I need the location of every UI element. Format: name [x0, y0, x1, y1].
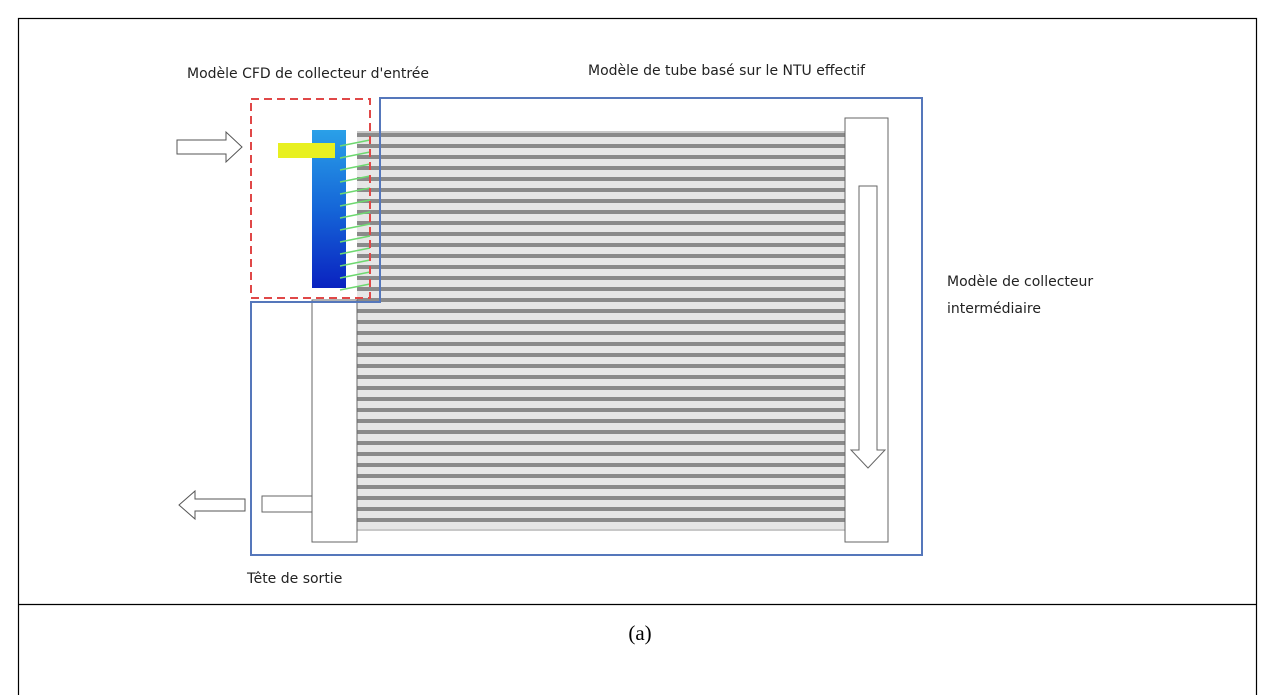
cfd-inlet-pipe	[278, 143, 335, 158]
fin	[357, 522, 845, 529]
fin	[357, 379, 845, 386]
fin	[357, 412, 845, 419]
fin	[357, 357, 845, 364]
fin	[357, 170, 845, 177]
fin	[357, 214, 845, 221]
tube	[357, 342, 845, 346]
fin	[357, 511, 845, 518]
tube	[357, 430, 845, 434]
tube	[357, 441, 845, 445]
fin	[357, 500, 845, 507]
tube	[357, 320, 845, 324]
tube	[357, 243, 845, 247]
fin	[357, 258, 845, 265]
tube	[357, 496, 845, 500]
diagram: Modèle CFD de collecteur d'entrée Modèle…	[0, 0, 1275, 695]
fin	[357, 445, 845, 452]
fin	[357, 203, 845, 210]
label: Tête de sortie	[246, 571, 342, 587]
fin	[357, 478, 845, 485]
tube	[357, 518, 845, 522]
tube	[357, 474, 845, 478]
fin	[357, 137, 845, 144]
tube	[357, 221, 845, 225]
fin	[357, 280, 845, 287]
tube	[357, 199, 845, 203]
fin	[357, 225, 845, 232]
tube	[357, 375, 845, 379]
tube	[357, 265, 845, 269]
fin	[357, 456, 845, 463]
fin	[357, 324, 845, 331]
tube	[357, 386, 845, 390]
tube	[357, 397, 845, 401]
tube	[357, 155, 845, 159]
cfd-outline	[251, 99, 370, 298]
tube	[357, 287, 845, 291]
tube	[357, 353, 845, 357]
page: {"labels": {"inlet_cfd": "Modèle CFD de …	[0, 0, 1275, 695]
tube	[357, 166, 845, 170]
label: Modèle CFD de collecteur d'entrée	[187, 66, 429, 82]
caption: (a)	[628, 621, 651, 645]
tube	[357, 210, 845, 214]
tube	[357, 309, 845, 313]
fin	[357, 181, 845, 188]
fin	[357, 247, 845, 254]
tube	[357, 133, 845, 137]
tube	[357, 463, 845, 467]
tube	[357, 188, 845, 192]
tube	[357, 331, 845, 335]
tube	[357, 254, 845, 258]
label: Modèle de collecteur	[947, 274, 1093, 290]
fin	[357, 434, 845, 441]
fin	[357, 368, 845, 375]
outlet-pipe	[262, 496, 312, 512]
tube	[357, 485, 845, 489]
tube	[357, 144, 845, 148]
tube	[357, 232, 845, 236]
fin	[357, 390, 845, 397]
fin	[357, 467, 845, 474]
fin	[357, 159, 845, 166]
inlet-arrow	[177, 132, 242, 162]
outlet-arrow	[179, 491, 245, 519]
fin	[357, 236, 845, 243]
tube	[357, 177, 845, 181]
tube	[357, 507, 845, 511]
fin	[357, 148, 845, 155]
tube-bank	[357, 131, 845, 531]
tube	[357, 364, 845, 368]
fin	[357, 346, 845, 353]
fin	[357, 302, 845, 309]
tube	[357, 298, 845, 302]
tube	[357, 452, 845, 456]
fin	[357, 291, 845, 298]
fin	[357, 313, 845, 320]
tube	[357, 408, 845, 412]
fin	[357, 269, 845, 276]
label: intermédiaire	[947, 301, 1041, 317]
fin	[357, 489, 845, 496]
tube	[357, 276, 845, 280]
fin	[357, 423, 845, 430]
label: Modèle de tube basé sur le NTU effectif	[588, 63, 866, 79]
fin	[357, 335, 845, 342]
fin	[357, 192, 845, 199]
outlet-header	[312, 300, 357, 542]
tube	[357, 419, 845, 423]
fin	[357, 401, 845, 408]
